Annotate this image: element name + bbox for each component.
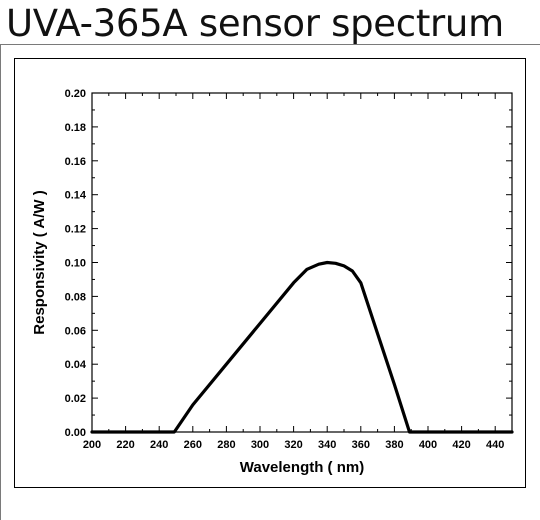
y-tick-label: 0.02 — [65, 393, 86, 405]
y-tick-label: 0.18 — [65, 122, 86, 134]
y-tick-label: 0.06 — [65, 325, 86, 337]
x-tick-label: 400 — [419, 439, 437, 451]
x-tick-label: 420 — [452, 439, 470, 451]
x-tick-label: 380 — [385, 439, 403, 451]
x-tick-label: 320 — [284, 439, 302, 451]
labels-layer: 200 220 240 260 280 300 320 340 360 380 400 420 440 0… — [31, 88, 504, 476]
x-tick-label: 240 — [150, 439, 168, 451]
panel-left-border — [0, 44, 1, 520]
y-tick-label: 0.12 — [65, 224, 86, 236]
y-tick-label: 0.16 — [65, 156, 86, 168]
x-tick-label: 300 — [251, 439, 269, 451]
ticks-layer — [91, 92, 512, 433]
y-tick-label: 0.20 — [65, 88, 86, 100]
x-tick-label: 200 — [83, 439, 101, 451]
y-tick-label: 0.04 — [65, 359, 87, 371]
series-layer — [90, 260, 514, 434]
plot-frame — [91, 92, 513, 433]
x-tick-label: 360 — [352, 439, 370, 451]
figure-frame — [14, 58, 526, 488]
x-tick-label: 440 — [486, 439, 504, 451]
x-tick-label: 340 — [318, 439, 336, 451]
y-tick-label: 0.10 — [65, 258, 86, 270]
y-tick-label: 0.14 — [65, 190, 87, 202]
y-axis-title: Responsivity ( A/W ) — [31, 190, 48, 334]
x-axis-title: Wavelength ( nm) — [240, 459, 364, 476]
title-divider — [0, 44, 540, 45]
y-tick-label: 0.08 — [65, 291, 86, 303]
responsivity-curve — [90, 260, 514, 434]
y-tick-label: 0.00 — [65, 427, 86, 439]
x-tick-label: 220 — [116, 439, 134, 451]
x-tick-label: 280 — [217, 439, 235, 451]
page-title: UVA-365A sensor spectrum — [6, 2, 504, 45]
x-tick-label: 260 — [184, 439, 202, 451]
